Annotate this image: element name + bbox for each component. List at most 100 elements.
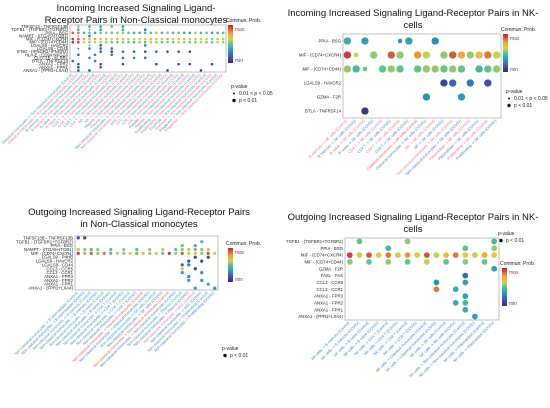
data-point (362, 66, 368, 72)
data-point (422, 93, 431, 101)
data-point (422, 51, 431, 59)
data-point (177, 62, 180, 66)
data-point (99, 44, 102, 47)
data-point (343, 37, 352, 45)
data-point (206, 247, 210, 252)
data-point (109, 251, 113, 255)
data-point (77, 62, 80, 66)
data-point (88, 69, 91, 72)
data-point (141, 251, 145, 255)
colorbar-max-label: max (235, 27, 245, 33)
data-point (143, 31, 147, 35)
data-point (88, 44, 91, 47)
data-point (76, 236, 80, 240)
y-tick-label: MIF - (CD74+CXCR4) (299, 53, 342, 58)
data-point (171, 31, 175, 35)
y-tick-label: MIF - (CD74+CXCR4) (26, 37, 69, 42)
y-tick-label: ANXA1 - FPR1 (39, 65, 69, 70)
data-point (180, 247, 184, 252)
data-point (462, 300, 469, 306)
panel-incoming-nonclassical: Incoming Increased Signaling Ligand-Rece… (0, 0, 275, 204)
data-point (193, 267, 197, 271)
data-point (77, 37, 80, 41)
colorbar-title: Commun. Prob. (226, 241, 261, 247)
data-point (121, 56, 125, 60)
y-tick-label: TNFSF13 - TNFRSF13B (21, 24, 68, 29)
data-point (167, 251, 171, 255)
y-tick-label: LGALS9 - CD45 (37, 46, 69, 51)
y-tick-label: ANXA1 - (FPR2+LXA4) (298, 314, 343, 319)
data-point (387, 51, 395, 59)
data-point (77, 35, 80, 37)
data-point (104, 31, 108, 35)
y-tick-label: PPIA - BSG (46, 30, 69, 35)
data-point (160, 40, 164, 44)
data-point (110, 40, 114, 44)
colorbar (502, 268, 507, 306)
y-tick-label: CCL3 - CCR5 (46, 266, 73, 271)
data-point (433, 279, 440, 286)
data-point (466, 51, 474, 59)
data-point (155, 37, 158, 41)
data-point (88, 34, 91, 38)
data-point (99, 47, 102, 50)
data-point (171, 40, 175, 44)
data-point (492, 51, 501, 59)
pvalue-legend-label: 0.01 < p < 0.05 (514, 96, 548, 102)
data-point (149, 37, 153, 41)
data-point (82, 31, 86, 35)
colorbar-min-label: min (235, 58, 243, 64)
data-point (110, 50, 114, 53)
data-point (110, 37, 114, 41)
pvalue-legend-label: p < 0.01 (230, 353, 248, 359)
data-point (475, 65, 483, 73)
panel-outgoing-nonclassical: Outgoing Increased Signaling Ligand-Rece… (0, 204, 275, 408)
data-point (93, 59, 97, 63)
data-point (188, 40, 192, 44)
data-point (466, 79, 474, 87)
data-point (199, 69, 203, 72)
data-point (206, 282, 210, 286)
data-point (472, 313, 478, 320)
data-point (135, 251, 139, 255)
data-point (200, 259, 204, 263)
data-point (397, 38, 403, 44)
data-point (414, 252, 421, 258)
data-point (127, 40, 130, 44)
y-tick-label: MIF - (CD74+CD44) (304, 259, 343, 264)
data-point (88, 31, 91, 35)
data-point (457, 65, 466, 73)
data-point (462, 259, 469, 265)
data-point (182, 31, 186, 35)
data-point (135, 247, 139, 252)
data-point (457, 51, 466, 59)
y-tick-label: CCL3 - CCR1 (316, 287, 343, 292)
pvalue-legend-dot (499, 238, 503, 243)
data-point (200, 271, 204, 275)
data-point (166, 31, 169, 35)
pvalue-legend-dot (508, 97, 510, 100)
data-point (457, 93, 466, 101)
data-point (121, 50, 125, 53)
data-point (433, 286, 440, 293)
data-point (96, 247, 100, 252)
data-point (449, 65, 457, 73)
colorbar-title: Commun. Prob. (501, 27, 536, 33)
data-point (205, 40, 208, 44)
panel-incoming-nk: Incoming Increased Signaling Ligand-Rece… (275, 0, 550, 204)
data-point (82, 40, 86, 44)
data-point (188, 31, 192, 35)
y-tick-label: ANXA1 - FPR3 (44, 274, 74, 279)
data-point (160, 37, 164, 41)
plot-frame (344, 237, 500, 321)
data-point (161, 251, 165, 255)
data-point (199, 31, 203, 35)
data-point (93, 31, 97, 35)
data-point (143, 40, 147, 44)
panel-outgoing-nk: Outgoing Increased Signaling Ligand-Rece… (275, 204, 550, 408)
y-tick-label: PPIA - BSG (319, 39, 342, 44)
data-point (104, 40, 108, 44)
pvalue-legend-dot (223, 353, 227, 358)
data-point (77, 31, 80, 35)
data-point (452, 252, 459, 258)
